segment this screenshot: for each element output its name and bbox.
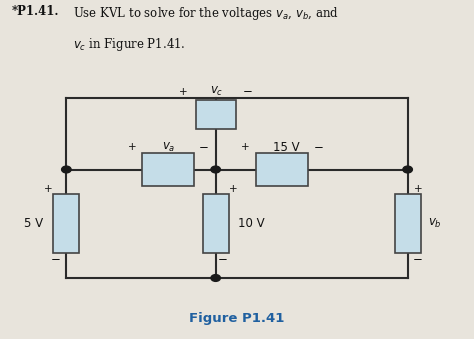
Text: 5 V: 5 V: [24, 217, 43, 230]
Text: *P1.41.: *P1.41.: [12, 5, 59, 18]
Text: +: +: [179, 86, 188, 97]
Circle shape: [403, 166, 412, 173]
Circle shape: [211, 166, 220, 173]
Text: $v_a$: $v_a$: [163, 141, 176, 154]
Bar: [256, 153, 308, 186]
Circle shape: [211, 275, 220, 281]
Bar: [142, 153, 194, 186]
Text: $v_b$: $v_b$: [428, 217, 441, 230]
Text: −: −: [218, 253, 228, 266]
Text: +: +: [128, 142, 136, 153]
Text: $v_c$: $v_c$: [210, 85, 223, 98]
Bar: [54, 194, 80, 254]
Text: Figure P1.41: Figure P1.41: [189, 313, 285, 325]
Text: 15 V: 15 V: [273, 141, 300, 154]
Text: +: +: [229, 184, 238, 194]
Text: −: −: [199, 141, 209, 154]
Text: −: −: [314, 141, 323, 154]
Text: $v_c$ in Figure P1.41.: $v_c$ in Figure P1.41.: [73, 36, 186, 53]
Text: Use KVL to solve for the voltages $v_a$, $v_b$, and: Use KVL to solve for the voltages $v_a$,…: [73, 5, 339, 22]
Text: +: +: [414, 184, 422, 194]
Text: +: +: [44, 184, 53, 194]
Text: +: +: [241, 142, 250, 153]
Text: 10 V: 10 V: [238, 217, 265, 230]
Bar: [202, 194, 228, 254]
Text: −: −: [413, 253, 423, 266]
Bar: [195, 100, 236, 129]
Text: −: −: [51, 253, 61, 266]
Circle shape: [62, 166, 71, 173]
Text: −: −: [243, 85, 253, 98]
Bar: [394, 194, 421, 254]
